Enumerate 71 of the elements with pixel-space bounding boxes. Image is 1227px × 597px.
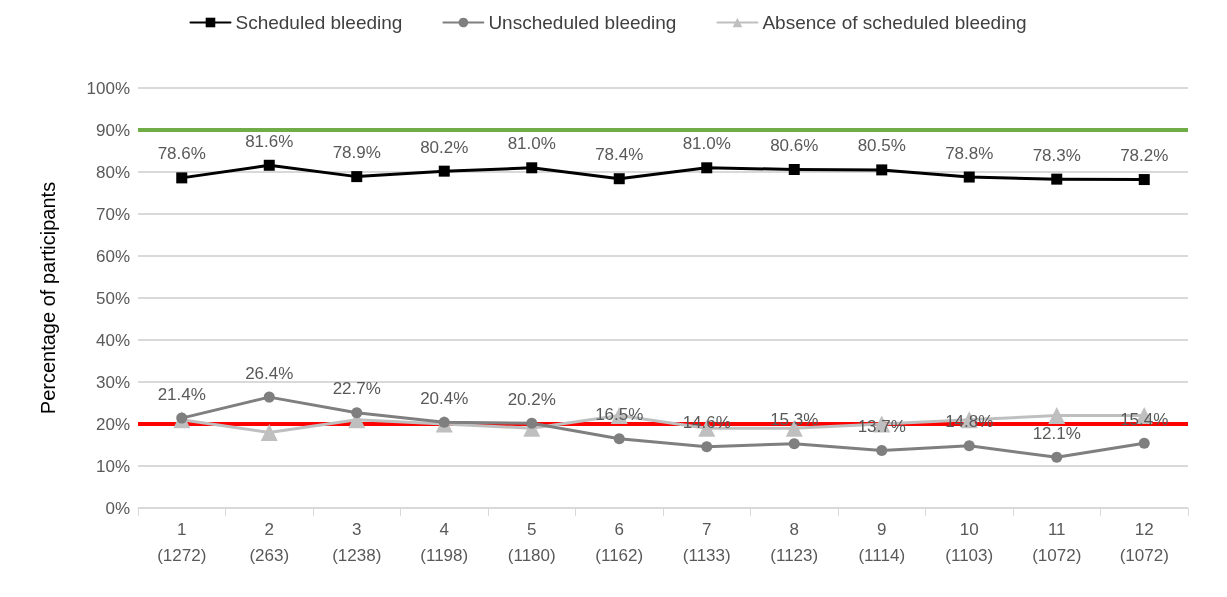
point: [438, 165, 450, 177]
point: [526, 417, 538, 429]
x-tick-label: 8 (1123): [770, 519, 819, 565]
legend-label: Absence of scheduled bleeding: [762, 12, 1027, 33]
point: [263, 391, 275, 403]
point: [876, 444, 888, 456]
data-label: 13.7%: [857, 416, 906, 436]
legend-label: Unscheduled bleeding: [488, 12, 677, 33]
point: [1051, 173, 1063, 185]
point: [1051, 451, 1063, 463]
x-tick-label: 12 (1072): [1119, 519, 1169, 565]
data-label: 80.6%: [770, 135, 819, 155]
point: [613, 173, 625, 185]
data-label: 78.8%: [945, 143, 994, 163]
data-label: 20.2%: [507, 389, 556, 409]
data-label: 80.2%: [420, 137, 469, 157]
point: [788, 438, 800, 450]
point: [788, 163, 800, 175]
data-label: 22.7%: [332, 379, 381, 399]
x-tick-label: 11 (1072): [1032, 519, 1082, 565]
x-tick-label: 1 (1272): [157, 519, 207, 565]
point: [176, 172, 188, 184]
x-tick-label: 7 (1133): [682, 519, 731, 565]
data-label: 81.0%: [682, 134, 731, 154]
data-label: 16.5%: [595, 405, 644, 425]
point: [876, 164, 888, 176]
point: [613, 433, 625, 445]
y-tick-label: 80%: [95, 162, 130, 182]
data-label: 81.6%: [245, 131, 294, 151]
point: [701, 441, 713, 453]
y-tick-label: 60%: [95, 246, 130, 266]
data-label: 78.3%: [1032, 145, 1081, 165]
point: [1138, 437, 1150, 449]
point: [351, 407, 363, 419]
x-tick-label: 6 (1162): [595, 519, 644, 565]
y-axis-title: Percentage of participants: [37, 181, 59, 415]
point: [263, 159, 275, 171]
data-label: 78.6%: [157, 144, 206, 164]
data-label: 21.4%: [157, 384, 206, 404]
point: [963, 440, 975, 452]
x-tick-label: 5 (1180): [507, 519, 556, 565]
data-label: 78.2%: [1120, 146, 1169, 166]
point: [701, 162, 713, 174]
data-label: 26.4%: [245, 363, 294, 383]
data-label: 20.4%: [420, 388, 469, 408]
y-tick-label: 0%: [105, 498, 130, 518]
point: [351, 171, 363, 183]
y-tick-label: 90%: [95, 120, 130, 140]
y-tick-label: 40%: [95, 330, 130, 350]
point: [1048, 407, 1066, 425]
data-label: 12.1%: [1032, 423, 1081, 443]
x-tick-label: 4 (1198): [420, 519, 469, 565]
y-tick-label: 70%: [95, 204, 130, 224]
x-tick-label: 10 (1103): [945, 519, 994, 565]
point: [963, 171, 975, 183]
data-label: 81.0%: [507, 134, 556, 154]
point: [526, 162, 538, 174]
y-tick-label: 30%: [95, 372, 130, 392]
data-label: 78.9%: [332, 143, 381, 163]
y-tick-label: 50%: [95, 288, 130, 308]
x-tick-label: 3 (1238): [332, 519, 382, 565]
y-tick-label: 100%: [86, 78, 130, 98]
x-tick-label: 2 (263): [249, 519, 290, 565]
point: [260, 423, 278, 441]
data-label: 80.5%: [857, 136, 906, 156]
y-tick-label: 20%: [95, 414, 130, 434]
legend-label: Scheduled bleeding: [235, 12, 403, 33]
data-label: 78.4%: [595, 145, 644, 165]
x-tick-label: 9 (1114): [858, 519, 906, 565]
point: [1138, 174, 1150, 186]
y-tick-label: 10%: [95, 456, 130, 476]
